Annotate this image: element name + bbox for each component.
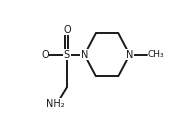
- Text: NH₂: NH₂: [46, 99, 65, 109]
- Text: O: O: [41, 50, 49, 60]
- Text: S: S: [64, 50, 70, 60]
- Text: N: N: [81, 50, 88, 60]
- Text: CH₃: CH₃: [148, 50, 165, 59]
- Text: N: N: [126, 50, 133, 60]
- Text: O: O: [63, 25, 71, 35]
